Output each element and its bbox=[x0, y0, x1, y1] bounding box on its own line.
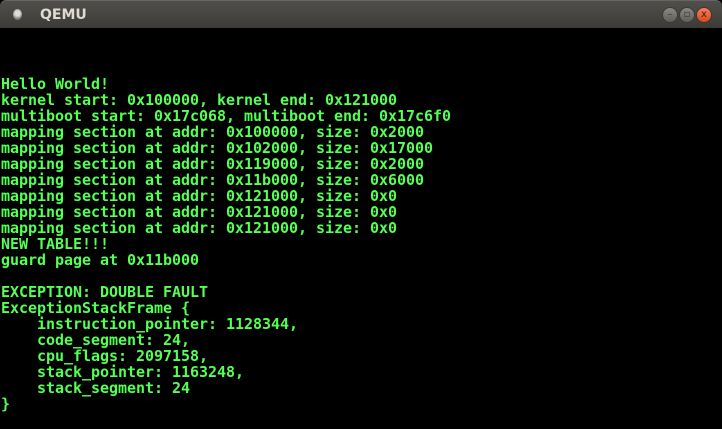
console-line: mapping section at addr: 0x121000, size:… bbox=[1, 203, 398, 221]
console-line: NEW TABLE!!! bbox=[1, 235, 110, 253]
console-line: cpu_flags: 2097158, bbox=[1, 347, 209, 365]
console-line: mapping section at addr: 0x102000, size:… bbox=[1, 139, 434, 157]
maximize-icon: ▫ bbox=[683, 9, 691, 20]
console-line: instruction_pointer: 1128344, bbox=[1, 315, 299, 333]
console-line: Hello World! bbox=[1, 75, 110, 93]
qemu-icon bbox=[13, 9, 22, 20]
console-line: ExceptionStackFrame { bbox=[1, 299, 191, 317]
console-line bbox=[1, 268, 451, 284]
maximize-button[interactable]: ▫ bbox=[679, 7, 695, 23]
vm-display[interactable]: Hello World! kernel start: 0x100000, kern… bbox=[0, 28, 722, 429]
console-output: Hello World! kernel start: 0x100000, kern… bbox=[1, 76, 451, 412]
console-line: mapping section at addr: 0x121000, size:… bbox=[1, 219, 398, 237]
console-line: mapping section at addr: 0x121000, size:… bbox=[1, 187, 398, 205]
close-button[interactable]: x bbox=[696, 7, 712, 23]
console-line: code_segment: 24, bbox=[1, 331, 191, 349]
close-icon: x bbox=[701, 9, 707, 20]
console-line: mapping section at addr: 0x11b000, size:… bbox=[1, 171, 425, 189]
console-line: mapping section at addr: 0x119000, size:… bbox=[1, 155, 425, 173]
minimize-button[interactable]: – bbox=[662, 7, 678, 23]
console-line: kernel start: 0x100000, kernel end: 0x12… bbox=[1, 91, 398, 109]
title-bar[interactable]: QEMU – ▫ x bbox=[0, 0, 722, 28]
console-line: stack_pointer: 1163248, bbox=[1, 363, 245, 381]
console-line: mapping section at addr: 0x100000, size:… bbox=[1, 123, 425, 141]
console-line: } bbox=[1, 395, 11, 413]
console-line: stack_segment: 24 bbox=[1, 379, 191, 397]
console-line: guard page at 0x11b000 bbox=[1, 251, 200, 269]
minimize-icon: – bbox=[667, 9, 673, 20]
console-line: EXCEPTION: DOUBLE FAULT bbox=[1, 283, 209, 301]
console-line: multiboot start: 0x17c068, multiboot end… bbox=[1, 107, 452, 125]
window-title: QEMU bbox=[40, 7, 87, 23]
